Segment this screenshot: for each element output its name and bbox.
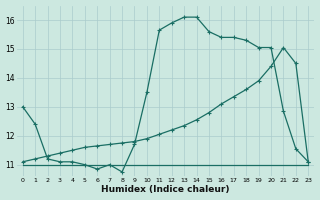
- X-axis label: Humidex (Indice chaleur): Humidex (Indice chaleur): [101, 185, 230, 194]
